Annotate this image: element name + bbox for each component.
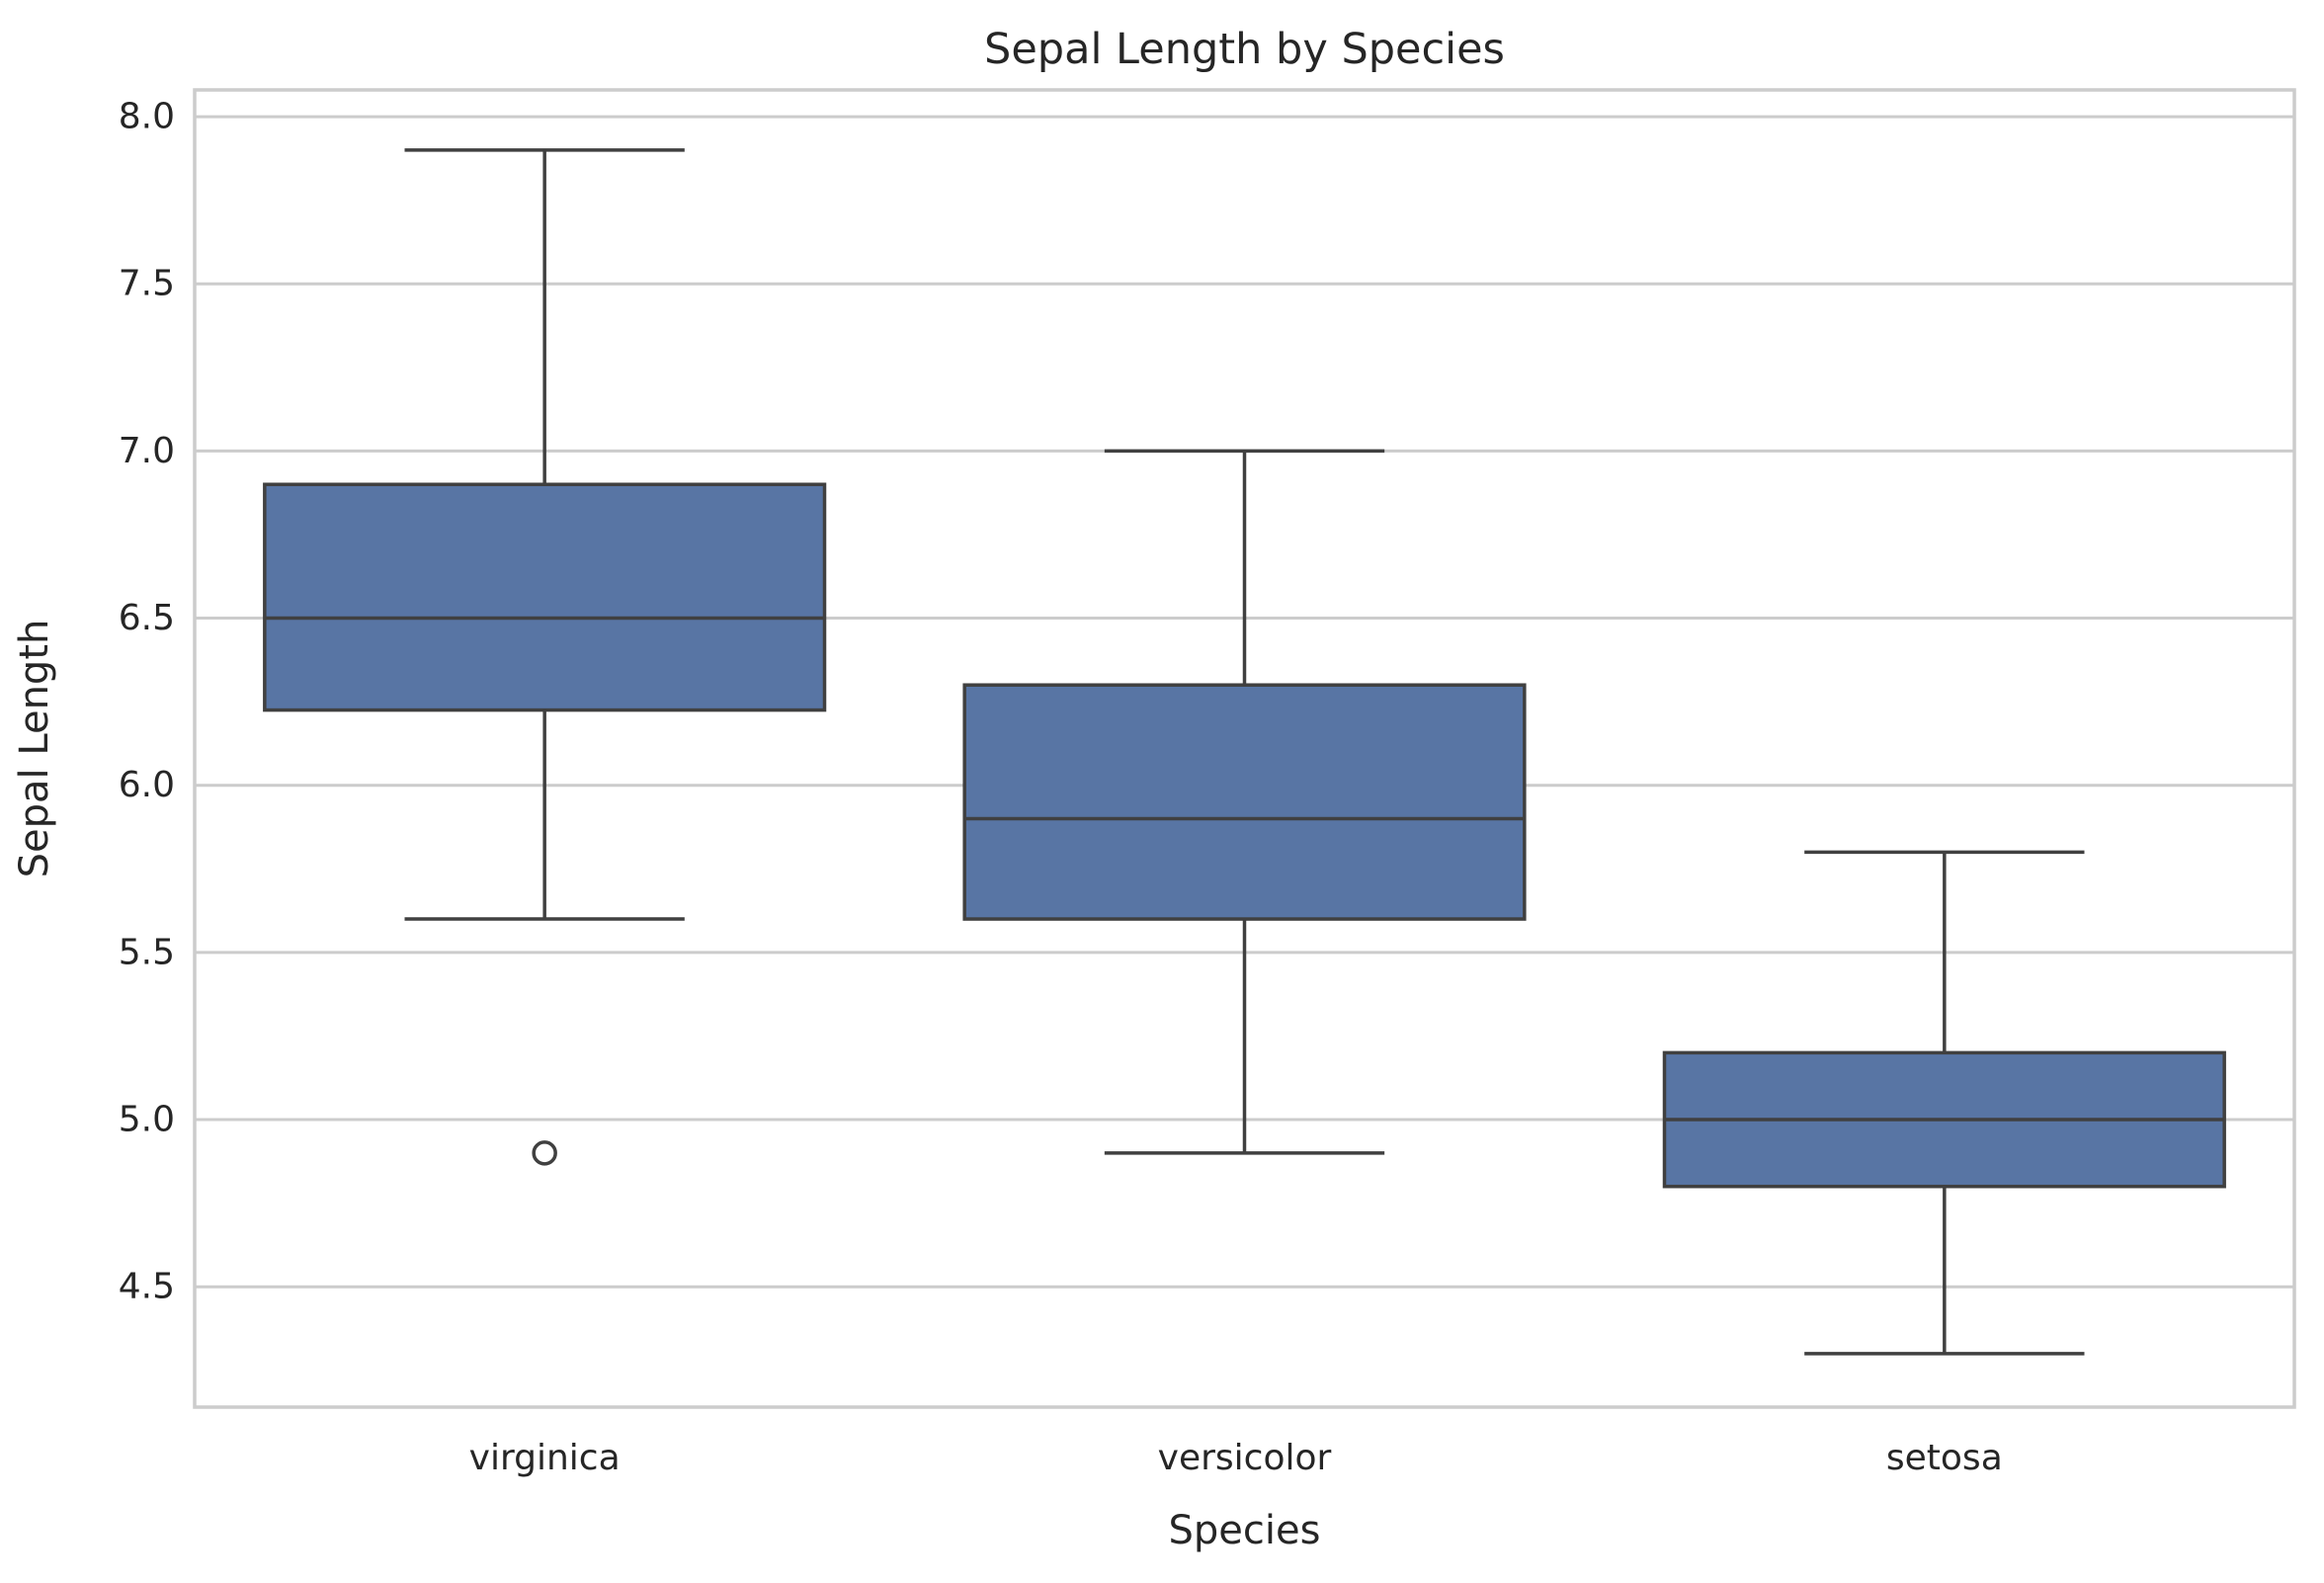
y-tick-label: 5.0: [119, 1100, 175, 1140]
x-tick-label: virginica: [469, 1438, 621, 1478]
y-axis-title: Sepal Length: [12, 620, 57, 878]
x-tick-labels: virginica versicolor setosa: [469, 1438, 2003, 1478]
y-tick-label: 7.5: [119, 264, 175, 304]
x-tick-label: setosa: [1886, 1438, 2003, 1478]
x-axis-title: Species: [1169, 1508, 1321, 1553]
y-tick-label: 5.5: [119, 932, 175, 972]
chart-title: Sepal Length by Species: [984, 25, 1505, 74]
y-tick-label: 6.5: [119, 598, 175, 638]
y-tick-label: 8.0: [119, 97, 175, 137]
y-tick-labels: 4.5 5.0 5.5 6.0 6.5 7.0 7.5 8.0: [119, 97, 175, 1307]
y-tick-label: 7.0: [119, 431, 175, 471]
y-tick-label: 6.0: [119, 765, 175, 805]
plot-frame: [193, 88, 2296, 1409]
box-setosa: [1662, 850, 2226, 1356]
box-iqr: [263, 482, 827, 712]
box-versicolor: [962, 449, 1527, 1155]
box-virginica: [263, 148, 827, 1166]
x-tick-label: versicolor: [1158, 1438, 1332, 1478]
box-series: [263, 148, 2226, 1356]
y-tick-label: 4.5: [119, 1267, 175, 1307]
outlier-point: [532, 1140, 557, 1166]
box-iqr: [962, 683, 1527, 921]
